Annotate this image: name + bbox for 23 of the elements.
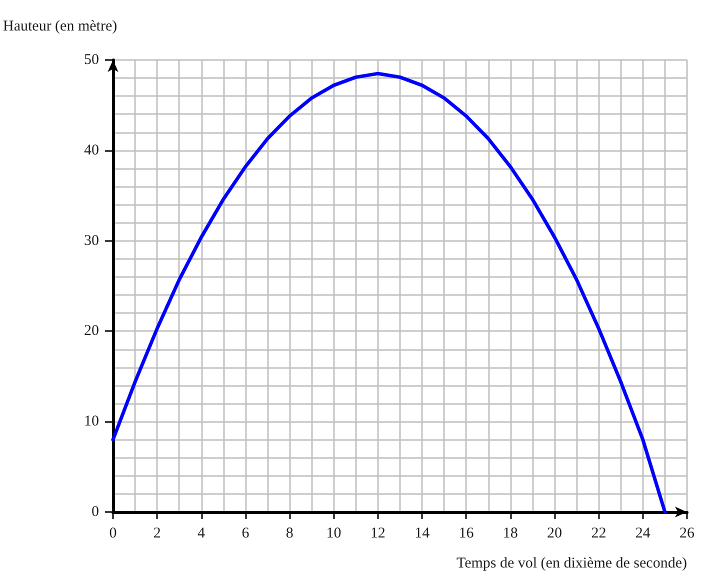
x-tick-label: 16 (458, 526, 474, 542)
x-tick-label: 14 (414, 526, 430, 542)
y-tick-label: 0 (92, 504, 99, 520)
x-axis-title: Temps de vol (en dixième de seconde) (456, 556, 687, 572)
x-tick-label: 20 (547, 526, 562, 542)
x-tick-label: 4 (198, 526, 206, 542)
x-tick-label: 12 (370, 526, 386, 542)
line-series (111, 72, 667, 514)
x-tick-label: 22 (591, 526, 606, 542)
x-tick-label: 6 (242, 526, 250, 542)
y-tick-label: 50 (84, 52, 99, 68)
y-axis-title: Hauteur (en mètre) (3, 18, 118, 34)
x-tick-label: 0 (109, 526, 117, 542)
x-tick-label: 24 (635, 526, 651, 542)
y-tick-label: 40 (84, 142, 99, 158)
x-tick-label: 26 (680, 526, 695, 542)
y-tick-label: 20 (84, 323, 99, 340)
x-tick-label: 8 (286, 526, 294, 542)
x-tick-label: 18 (502, 526, 518, 542)
y-tick-label: 10 (84, 414, 99, 430)
y-tick-label: 30 (84, 232, 99, 249)
x-tick-label: 2 (153, 526, 161, 542)
x-tick-label: 10 (326, 526, 342, 542)
